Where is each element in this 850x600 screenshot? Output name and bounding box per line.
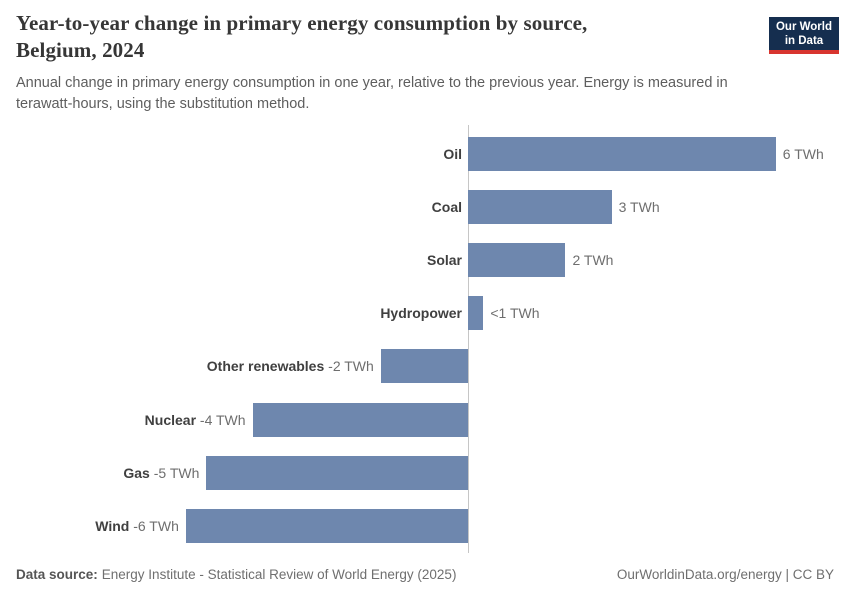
chart-title-line2: Belgium, 2024 [16, 38, 145, 62]
value-label: -4 TWh [199, 411, 246, 428]
row-value: 3 TWh [619, 190, 660, 224]
chart-subtitle: Annual change in primary energy consumpt… [16, 73, 728, 115]
bar-row-oil: Oil 6 TWh [16, 137, 834, 171]
row-label: Oil [443, 137, 462, 171]
category-label: Hydropower [380, 305, 462, 322]
bar-gas[interactable] [206, 455, 468, 490]
category-label: Nuclear [144, 411, 197, 428]
bar-coal[interactable] [468, 190, 612, 225]
category-label: Other renewables [206, 358, 325, 375]
row-label: Solar [427, 243, 462, 277]
owid-logo-line2: in Data [784, 35, 824, 47]
row-label: Coal [432, 190, 462, 224]
bar-row-solar: Solar 2 TWh [16, 243, 834, 278]
bar-row-gas: Gas -5 TWh [16, 455, 834, 490]
value-label: -6 TWh [133, 517, 179, 534]
value-label: 3 TWh [618, 199, 660, 216]
chart-title: Year-to-year change in primary energy co… [16, 10, 587, 64]
chart-subtitle-line2: terawatt-hours, using the substitution m… [16, 96, 310, 112]
value-label: -5 TWh [153, 464, 200, 481]
value-label: -2 TWh [328, 358, 374, 375]
row-label: Hydropower [380, 296, 462, 330]
bar-solar[interactable] [468, 243, 566, 278]
owid-logo-line1: Our World [775, 21, 832, 33]
row-value: 2 TWh [572, 243, 613, 277]
bar-row-other-renewables: Other renewables -2 TWh [16, 349, 834, 384]
bar-chart: Oil 6 TWh Coal 3 TWh Solar 2 TWh Hydropower <1 … [16, 125, 834, 555]
row-label: Other renewables -2 TWh [207, 349, 374, 383]
row-label: Nuclear -4 TWh [145, 403, 246, 437]
bar-oil[interactable] [468, 137, 776, 171]
category-label: Oil [443, 146, 462, 162]
category-label: Solar [426, 252, 462, 269]
bar-wind[interactable] [185, 508, 468, 543]
row-label: Wind -6 TWh [95, 509, 179, 543]
bar-other-renewables[interactable] [380, 349, 468, 384]
credit-line[interactable]: OurWorldinData.org/energy | CC BY [616, 567, 834, 582]
bar-row-nuclear: Nuclear -4 TWh [16, 402, 834, 437]
chart-title-line1: Year-to-year change in primary energy co… [16, 11, 588, 35]
row-value: 6 TWh [783, 137, 824, 171]
category-label: Wind [95, 517, 130, 534]
data-source-label: Data source: [16, 567, 98, 582]
bar-nuclear[interactable] [252, 402, 468, 437]
row-label: Gas -5 TWh [123, 456, 199, 490]
bar-row-wind: Wind -6 TWh [16, 508, 834, 543]
value-label: 6 TWh [782, 146, 824, 162]
category-label: Gas [123, 464, 150, 481]
data-source: Data source: Energy Institute - Statistic… [16, 567, 456, 582]
chart-subtitle-line1: Annual change in primary energy consumpt… [16, 75, 728, 91]
data-source-text: Energy Institute - Statistical Review of… [101, 567, 457, 582]
value-label: <1 TWh [490, 305, 540, 322]
bar-row-coal: Coal 3 TWh [16, 190, 834, 225]
row-value: <1 TWh [490, 296, 539, 330]
bar-hydropower[interactable] [468, 296, 484, 331]
value-label: 2 TWh [572, 252, 614, 269]
zero-axis-line [468, 125, 469, 553]
owid-logo: Our World in Data [769, 17, 839, 54]
chart-footer: Data source: Energy Institute - Statistic… [16, 567, 834, 582]
bar-row-hydropower: Hydropower <1 TWh [16, 296, 834, 331]
category-label: Coal [431, 199, 462, 216]
